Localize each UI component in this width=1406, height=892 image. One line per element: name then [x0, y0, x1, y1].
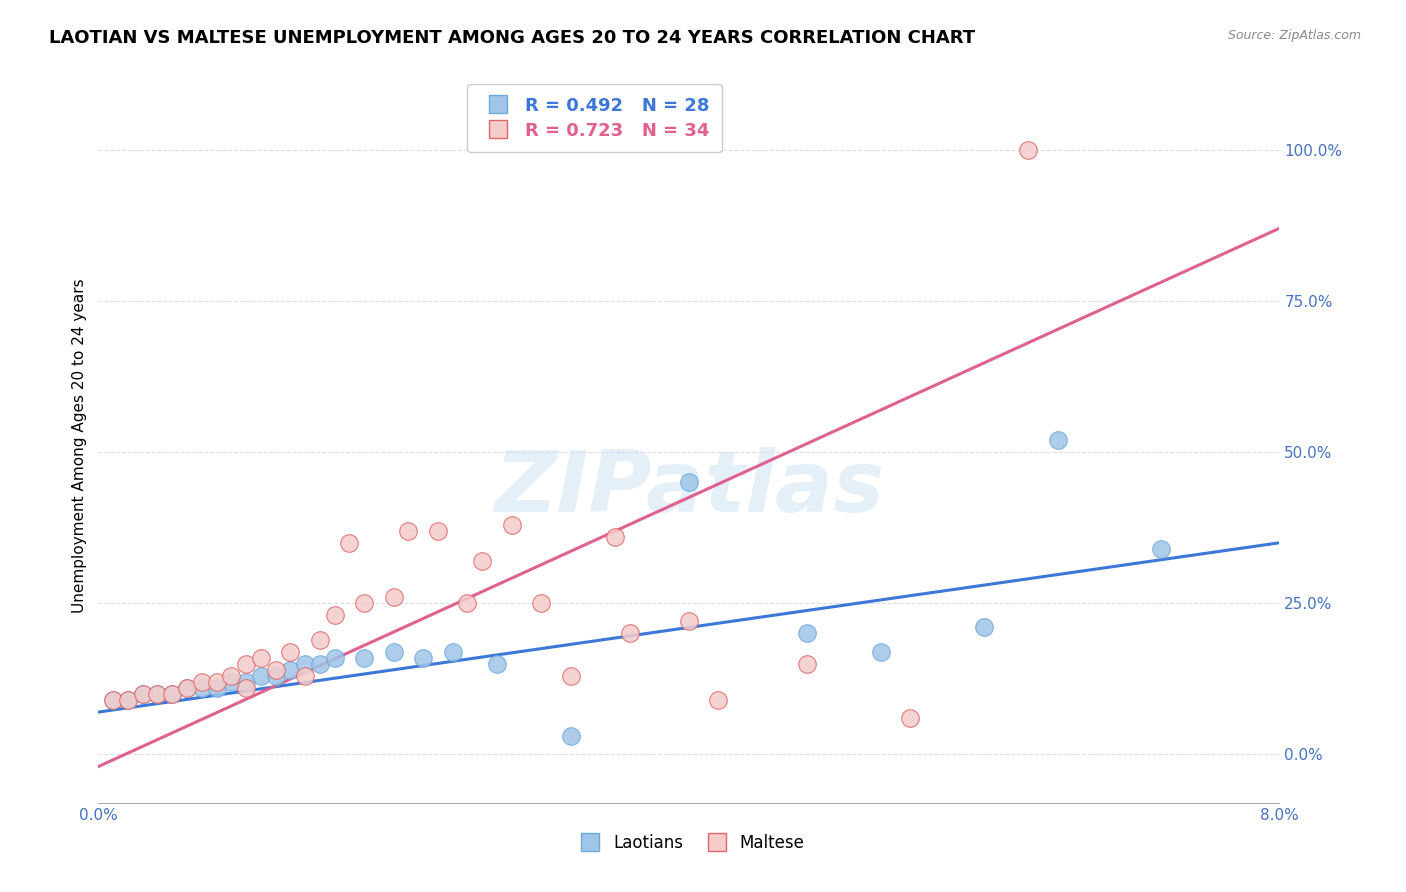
Point [205, 681, 228, 695]
Point [176, 681, 198, 695]
Text: LAOTIAN VS MALTESE UNEMPLOYMENT AMONG AGES 20 TO 24 YEARS CORRELATION CHART: LAOTIAN VS MALTESE UNEMPLOYMENT AMONG AG… [49, 29, 976, 46]
Legend: Laotians, Maltese: Laotians, Maltese [567, 828, 811, 859]
Point [707, 693, 730, 707]
Point [1018, 143, 1040, 157]
Point [146, 687, 169, 701]
Point [398, 524, 420, 538]
Point [250, 669, 273, 683]
Point [103, 693, 125, 707]
Point [264, 669, 287, 683]
Point [103, 693, 125, 707]
Point [235, 681, 257, 695]
Point [1046, 433, 1070, 447]
Y-axis label: Unemployment Among Ages 20 to 24 years: Unemployment Among Ages 20 to 24 years [72, 278, 87, 614]
Point [973, 620, 995, 634]
Point [619, 626, 641, 640]
Point [280, 663, 302, 677]
Point [323, 608, 346, 623]
Point [412, 650, 434, 665]
Point [457, 596, 479, 610]
Point [132, 687, 155, 701]
Point [146, 687, 169, 701]
Point [309, 632, 332, 647]
Point [678, 615, 700, 629]
Point [117, 693, 139, 707]
Point [309, 657, 332, 671]
Point [221, 674, 243, 689]
Point [221, 669, 243, 683]
Point [117, 693, 139, 707]
Point [353, 650, 375, 665]
Point [900, 711, 922, 725]
Point [235, 657, 257, 671]
Point [294, 657, 316, 671]
Text: ZIPatlas: ZIPatlas [494, 447, 884, 531]
Point [678, 475, 700, 490]
Point [323, 650, 346, 665]
Point [294, 669, 316, 683]
Point [264, 663, 287, 677]
Point [353, 596, 375, 610]
Point [471, 554, 494, 568]
Point [501, 517, 523, 532]
Point [205, 674, 228, 689]
Point [162, 687, 183, 701]
Point [162, 687, 183, 701]
Point [560, 729, 582, 743]
Point [1150, 541, 1173, 556]
Point [796, 657, 818, 671]
Point [382, 590, 405, 604]
Point [530, 596, 553, 610]
Point [560, 669, 582, 683]
Point [250, 650, 273, 665]
Text: Source: ZipAtlas.com: Source: ZipAtlas.com [1227, 29, 1361, 42]
Point [486, 657, 509, 671]
Point [427, 524, 450, 538]
Point [191, 681, 214, 695]
Point [605, 530, 627, 544]
Point [132, 687, 155, 701]
Point [339, 535, 361, 549]
Point [176, 681, 198, 695]
Point [796, 626, 818, 640]
Point [441, 645, 464, 659]
Point [191, 674, 214, 689]
Point [382, 645, 405, 659]
Point [870, 645, 893, 659]
Point [235, 674, 257, 689]
Point [280, 645, 302, 659]
